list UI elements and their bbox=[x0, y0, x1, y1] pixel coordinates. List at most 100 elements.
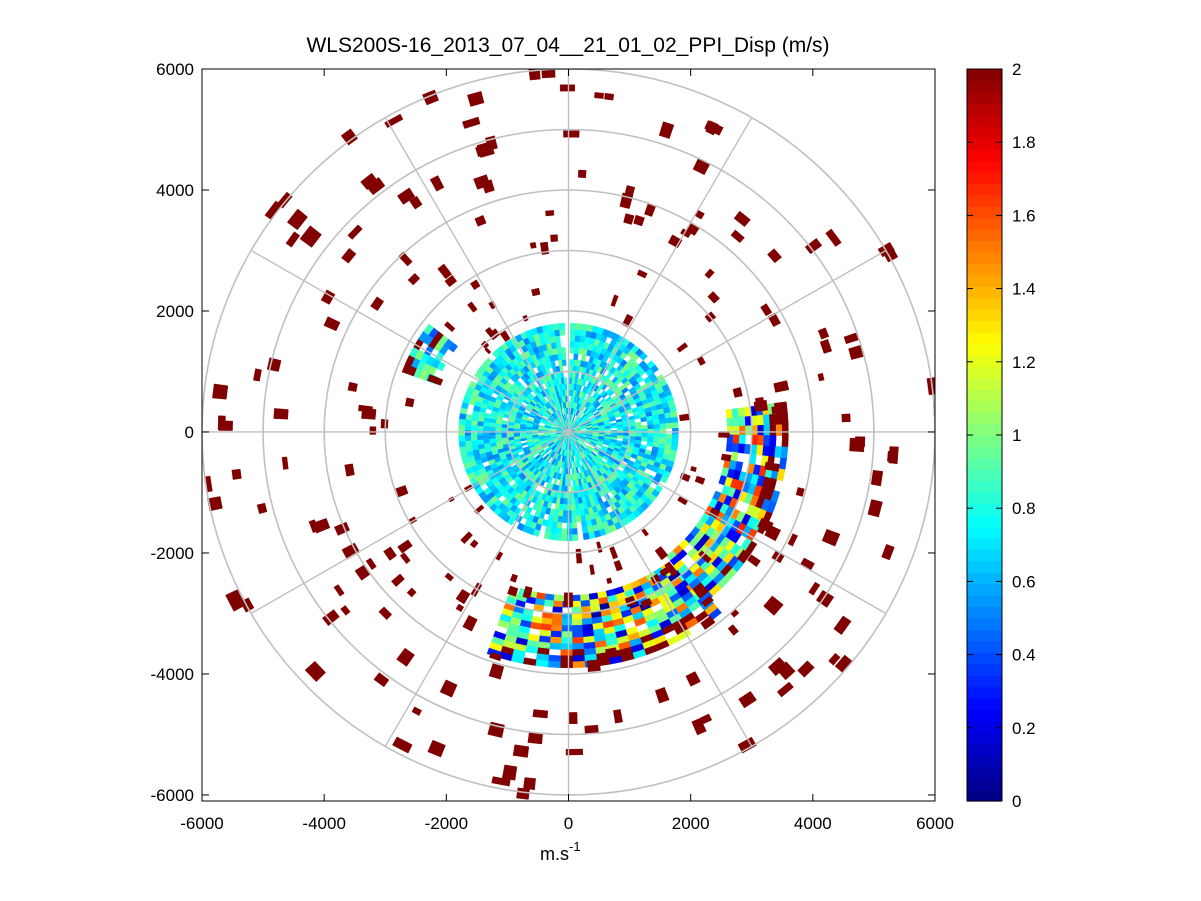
data-cell bbox=[281, 456, 289, 470]
data-cell bbox=[548, 329, 556, 338]
data-cell bbox=[571, 534, 579, 542]
data-cell bbox=[763, 435, 771, 447]
data-cell bbox=[575, 515, 582, 523]
colorbar-tick-label: 1.4 bbox=[1012, 280, 1036, 299]
data-cell bbox=[476, 425, 484, 431]
data-cell bbox=[569, 365, 574, 372]
data-cell bbox=[616, 435, 624, 439]
data-cell bbox=[528, 69, 541, 81]
data-cell bbox=[550, 234, 558, 242]
data-cell bbox=[580, 599, 591, 608]
data-cell bbox=[563, 498, 568, 505]
colorbar-band bbox=[967, 675, 1002, 688]
data-cell bbox=[771, 406, 778, 415]
data-cell bbox=[635, 432, 643, 438]
data-cell bbox=[733, 210, 751, 228]
data-cell bbox=[843, 332, 859, 345]
colorbar-band bbox=[967, 160, 1002, 173]
data-cell bbox=[652, 419, 661, 425]
data-cell bbox=[570, 498, 576, 505]
data-cell bbox=[694, 475, 706, 485]
y-tick-label: 4000 bbox=[156, 181, 194, 200]
data-cell bbox=[488, 300, 497, 310]
data-cell bbox=[665, 438, 673, 445]
data-cell bbox=[589, 564, 595, 576]
data-cell bbox=[427, 374, 444, 386]
data-cell bbox=[570, 504, 576, 511]
data-cell bbox=[769, 424, 777, 436]
colorbar: 0 0.2 0.4 0.6 0.8 1 1.2 1.4 1.6 1.8 2 bbox=[966, 60, 1036, 811]
colorbar-tick-label: 2 bbox=[1012, 60, 1021, 79]
data-cell bbox=[767, 248, 782, 264]
colorbar-tick-label: 1.8 bbox=[1012, 133, 1036, 152]
data-cell bbox=[561, 631, 573, 638]
data-cell bbox=[753, 399, 768, 412]
data-cell bbox=[566, 516, 572, 523]
colorbar-band bbox=[967, 69, 1002, 82]
data-cell bbox=[581, 623, 594, 632]
azimuth-spoke bbox=[567, 117, 753, 433]
data-cell bbox=[285, 231, 301, 248]
data-cell bbox=[409, 195, 423, 210]
data-cell bbox=[647, 433, 655, 439]
data-cell bbox=[218, 420, 233, 431]
data-cell bbox=[482, 425, 490, 431]
data-cell bbox=[531, 287, 541, 297]
data-cell bbox=[467, 91, 485, 107]
data-cell bbox=[773, 380, 790, 393]
colorbar-band bbox=[967, 80, 1002, 93]
colorbar-band bbox=[967, 171, 1002, 184]
colorbar-band bbox=[967, 217, 1002, 230]
data-cell bbox=[736, 549, 751, 564]
data-cell bbox=[522, 586, 533, 599]
data-cell bbox=[464, 424, 472, 431]
data-cell bbox=[519, 433, 527, 437]
data-cell bbox=[639, 352, 648, 361]
data-cell bbox=[606, 577, 613, 584]
data-cell bbox=[828, 652, 841, 666]
data-cell bbox=[781, 435, 789, 448]
colorbar-band bbox=[967, 766, 1002, 779]
data-cell bbox=[499, 330, 511, 342]
data-cell bbox=[323, 316, 341, 332]
data-cell bbox=[646, 441, 654, 447]
data-cell bbox=[369, 426, 377, 435]
data-cell bbox=[513, 433, 521, 437]
colorbar-tick-label: 1.6 bbox=[1012, 206, 1036, 225]
data-cell bbox=[613, 559, 623, 572]
data-cell bbox=[395, 485, 409, 498]
colorbar-band bbox=[967, 549, 1002, 562]
data-cell bbox=[212, 383, 229, 400]
data-cell bbox=[658, 413, 666, 420]
data-cell bbox=[685, 671, 701, 687]
data-cell bbox=[569, 359, 574, 366]
data-cell bbox=[340, 605, 351, 616]
data-cell bbox=[558, 359, 563, 367]
data-cell bbox=[738, 443, 746, 454]
data-cell bbox=[543, 531, 551, 540]
chart-title: WLS200S-16_2013_07_04__21_01_02_PPI_Disp… bbox=[306, 34, 829, 57]
data-cell bbox=[467, 301, 478, 313]
colorbar-band bbox=[967, 435, 1002, 448]
data-cell bbox=[560, 637, 573, 644]
data-cell bbox=[613, 709, 623, 724]
data-cell bbox=[406, 587, 417, 598]
y-tick-label: 2000 bbox=[156, 302, 194, 321]
data-cell bbox=[494, 426, 502, 432]
data-cell bbox=[458, 429, 465, 437]
colorbar-band bbox=[967, 320, 1002, 333]
data-cell bbox=[532, 709, 549, 719]
x-tick-label: -4000 bbox=[302, 814, 345, 833]
data-cell bbox=[470, 434, 478, 441]
data-cell bbox=[523, 777, 536, 791]
data-cell bbox=[488, 426, 496, 431]
data-cell bbox=[550, 624, 562, 632]
data-cell bbox=[574, 503, 580, 511]
data-cell bbox=[757, 424, 765, 436]
data-cell bbox=[470, 439, 479, 446]
data-cell bbox=[640, 597, 653, 608]
data-cell bbox=[552, 323, 560, 331]
azimuth-spoke bbox=[568, 431, 887, 615]
colorbar-band bbox=[967, 103, 1002, 116]
data-cell bbox=[399, 552, 411, 564]
